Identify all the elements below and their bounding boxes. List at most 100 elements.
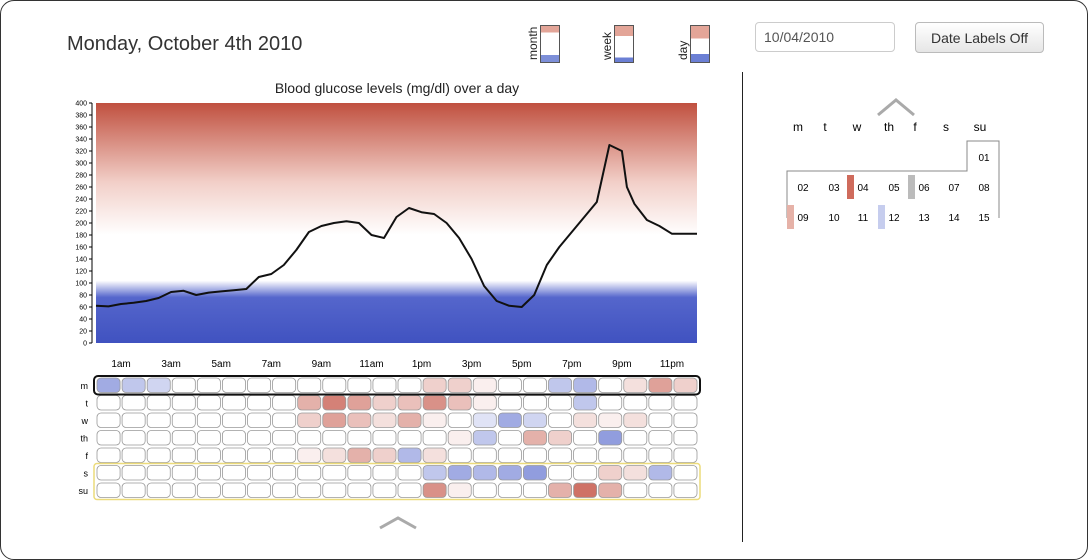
heatmap-cell[interactable] <box>648 412 673 428</box>
calendar-day[interactable]: 13 <box>918 213 930 224</box>
heatmap-cell[interactable] <box>247 412 271 428</box>
heatmap-cell[interactable] <box>322 395 347 411</box>
heatmap-cell[interactable] <box>673 430 698 446</box>
heatmap-cell[interactable] <box>497 395 522 411</box>
calendar-day[interactable]: 11 <box>858 213 869 224</box>
heatmap-cell[interactable] <box>422 395 447 411</box>
heatmap-cell[interactable] <box>648 377 673 393</box>
heatmap-cell[interactable] <box>573 395 598 411</box>
heatmap-cell[interactable] <box>272 482 297 498</box>
heatmap-cell[interactable] <box>648 465 673 481</box>
heatmap-cell[interactable] <box>472 447 497 463</box>
heatmap-cell[interactable] <box>372 412 397 428</box>
heatmap-cell[interactable] <box>673 412 698 428</box>
heatmap-cell[interactable] <box>447 412 472 428</box>
heatmap-cell[interactable] <box>447 395 472 411</box>
heatmap-cell[interactable] <box>472 395 497 411</box>
heatmap-cell[interactable] <box>523 430 547 446</box>
heatmap-cell[interactable] <box>623 482 648 498</box>
heatmap-cell[interactable] <box>297 482 322 498</box>
heatmap-cell[interactable] <box>322 482 347 498</box>
heatmap-cell[interactable] <box>523 395 547 411</box>
heatmap-cell[interactable] <box>347 395 372 411</box>
calendar-day[interactable]: 12 <box>888 213 900 224</box>
heatmap-cell[interactable] <box>96 482 121 498</box>
heatmap-cell[interactable] <box>222 482 246 498</box>
heatmap-cell[interactable] <box>523 465 547 481</box>
heatmap-cell[interactable] <box>146 412 171 428</box>
heatmap-cell[interactable] <box>497 447 522 463</box>
heatmap-cell[interactable] <box>472 412 497 428</box>
heatmap-cell[interactable] <box>196 377 221 393</box>
heatmap-cell[interactable] <box>297 412 322 428</box>
heatmap-cell[interactable] <box>196 465 221 481</box>
heatmap-cell[interactable] <box>171 395 196 411</box>
heatmap-cell[interactable] <box>673 465 698 481</box>
heatmap-cell[interactable] <box>623 447 648 463</box>
heatmap-cell[interactable] <box>598 447 623 463</box>
heatmap-cell[interactable] <box>422 482 447 498</box>
heatmap-cell[interactable] <box>297 447 322 463</box>
heatmap-cell[interactable] <box>272 447 297 463</box>
heatmap-cell[interactable] <box>196 482 221 498</box>
heatmap-cell[interactable] <box>397 430 422 446</box>
calendar-day[interactable]: 05 <box>888 183 900 194</box>
heatmap-cell[interactable] <box>121 465 146 481</box>
heatmap-cell[interactable] <box>372 395 397 411</box>
calendar-day[interactable]: 04 <box>857 183 869 194</box>
heatmap-cell[interactable] <box>422 465 447 481</box>
heatmap-cell[interactable] <box>447 482 472 498</box>
heatmap-cell[interactable] <box>272 395 297 411</box>
date-input[interactable] <box>755 22 895 52</box>
heatmap-cell[interactable] <box>347 412 372 428</box>
heatmap-cell[interactable] <box>96 465 121 481</box>
heatmap-cell[interactable] <box>322 465 347 481</box>
heatmap-cell[interactable] <box>247 430 271 446</box>
heatmap-cell[interactable] <box>573 447 598 463</box>
heatmap-cell[interactable] <box>297 465 322 481</box>
chevron-down-icon[interactable] <box>379 516 417 530</box>
heatmap-cell[interactable] <box>573 377 598 393</box>
heatmap-cell[interactable] <box>422 412 447 428</box>
heatmap-cell[interactable] <box>272 430 297 446</box>
heatmap-cell[interactable] <box>196 395 221 411</box>
heatmap-cell[interactable] <box>96 430 121 446</box>
heatmap-cell[interactable] <box>196 447 221 463</box>
heatmap-cell[interactable] <box>497 377 522 393</box>
chevron-up-icon[interactable] <box>877 98 915 117</box>
heatmap-cell[interactable] <box>648 447 673 463</box>
heatmap-cell[interactable] <box>247 395 271 411</box>
heatmap-cell[interactable] <box>96 447 121 463</box>
heatmap-cell[interactable] <box>472 377 497 393</box>
heatmap-cell[interactable] <box>347 377 372 393</box>
heatmap-cell[interactable] <box>171 447 196 463</box>
calendar-day[interactable]: 09 <box>797 213 809 224</box>
heatmap-cell[interactable] <box>447 430 472 446</box>
heatmap-cell[interactable] <box>171 412 196 428</box>
heatmap-cell[interactable] <box>623 395 648 411</box>
heatmap-cell[interactable] <box>573 430 598 446</box>
heatmap-cell[interactable] <box>146 395 171 411</box>
heatmap-cell[interactable] <box>372 465 397 481</box>
heatmap-cell[interactable] <box>222 465 246 481</box>
calendar-day[interactable]: 15 <box>978 213 990 224</box>
heatmap-cell[interactable] <box>222 447 246 463</box>
date-labels-toggle-button[interactable]: Date Labels Off <box>915 22 1044 53</box>
heatmap-cell[interactable] <box>96 377 121 393</box>
heatmap-cell[interactable] <box>121 447 146 463</box>
heatmap-cell[interactable] <box>171 465 196 481</box>
heatmap-cell[interactable] <box>196 430 221 446</box>
heatmap-cell[interactable] <box>548 395 572 411</box>
heatmap-cell[interactable] <box>121 395 146 411</box>
heatmap-cell[interactable] <box>598 412 623 428</box>
calendar-day[interactable]: 10 <box>828 213 840 224</box>
heatmap-cell[interactable] <box>548 412 572 428</box>
heatmap-cell[interactable] <box>598 482 623 498</box>
heatmap-cell[interactable] <box>397 377 422 393</box>
heatmap-cell[interactable] <box>247 465 271 481</box>
heatmap-cell[interactable] <box>548 377 572 393</box>
heatmap-cell[interactable] <box>322 447 347 463</box>
heatmap-cell[interactable] <box>447 377 472 393</box>
heatmap-cell[interactable] <box>347 430 372 446</box>
heatmap-cell[interactable] <box>523 482 547 498</box>
